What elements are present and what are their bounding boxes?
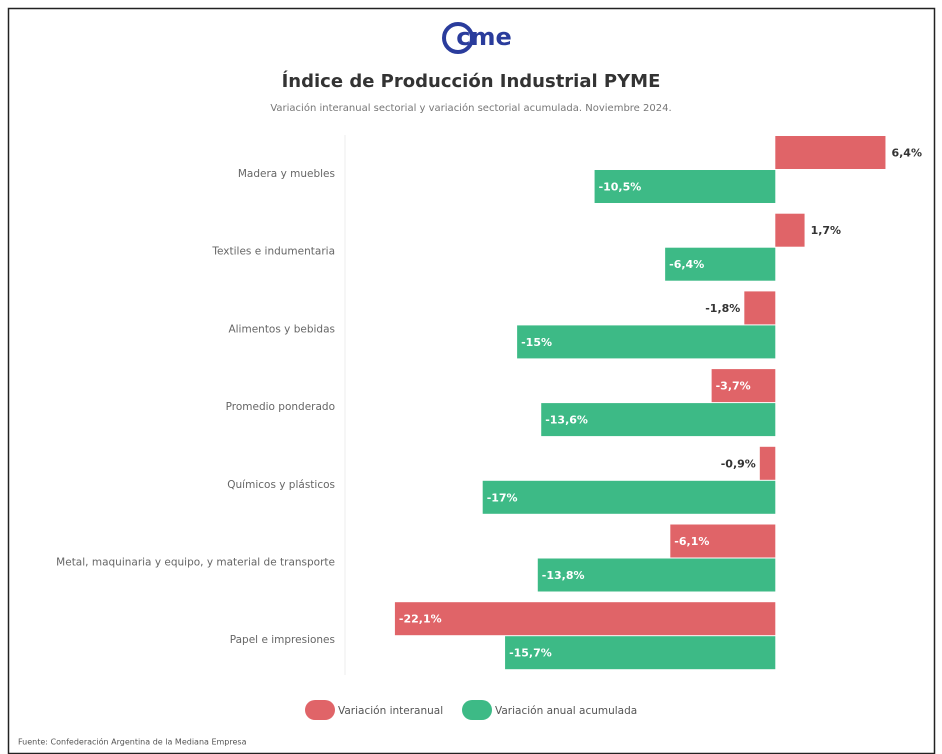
value-label: -15,7%: [509, 647, 552, 660]
logo-ring: [442, 22, 474, 54]
bar: [482, 480, 776, 514]
value-label: -13,8%: [542, 569, 585, 582]
legend-swatch: [305, 700, 335, 720]
bar: [744, 291, 776, 325]
bar: [594, 170, 776, 203]
value-label: -10,5%: [599, 181, 642, 194]
category-label: Químicos y plásticos: [227, 479, 335, 491]
bar: [775, 213, 805, 247]
value-label: -15%: [521, 336, 552, 349]
value-label: -0,9%: [721, 457, 756, 470]
category-label: Metal, maquinaria y equipo, y material d…: [56, 557, 335, 569]
bar: [759, 446, 776, 480]
category-label: Promedio ponderado: [226, 401, 335, 413]
logo-text: cme: [456, 23, 512, 51]
bar: [517, 325, 776, 359]
bar: [670, 524, 776, 558]
source: Fuente: Confederación Argentina de la Me…: [18, 737, 247, 747]
category-label: Madera y muebles: [238, 168, 335, 180]
value-label: -6,1%: [674, 535, 709, 548]
chart-title: Índice de Producción Industrial PYME: [282, 70, 661, 92]
value-label: -13,6%: [545, 414, 588, 427]
bar: [505, 636, 776, 670]
bar: [775, 136, 886, 169]
category-label: Alimentos y bebidas: [228, 323, 335, 335]
bar: [394, 602, 776, 636]
value-label: 6,4%: [891, 147, 922, 160]
logo: cme: [442, 22, 512, 54]
bar: [665, 247, 776, 281]
chart-subtitle: Variación interanual sectorial y variaci…: [270, 102, 671, 114]
legend-swatch: [462, 700, 492, 720]
category-label: Papel e impresiones: [230, 634, 335, 646]
value-label: -6,4%: [669, 258, 704, 271]
legend-label: Variación interanual: [338, 705, 443, 717]
value-label: -1,8%: [705, 302, 740, 315]
value-label: 1,7%: [811, 224, 842, 237]
bar: [711, 369, 776, 403]
bar: [537, 558, 776, 592]
legend-label: Variación anual acumulada: [495, 705, 637, 717]
category-label: Textiles e indumentaria: [211, 246, 335, 258]
value-label: -3,7%: [716, 380, 751, 393]
frame: [7, 7, 936, 754]
value-label: -22,1%: [399, 613, 442, 626]
value-label: -17%: [487, 491, 518, 504]
bar: [541, 403, 776, 437]
